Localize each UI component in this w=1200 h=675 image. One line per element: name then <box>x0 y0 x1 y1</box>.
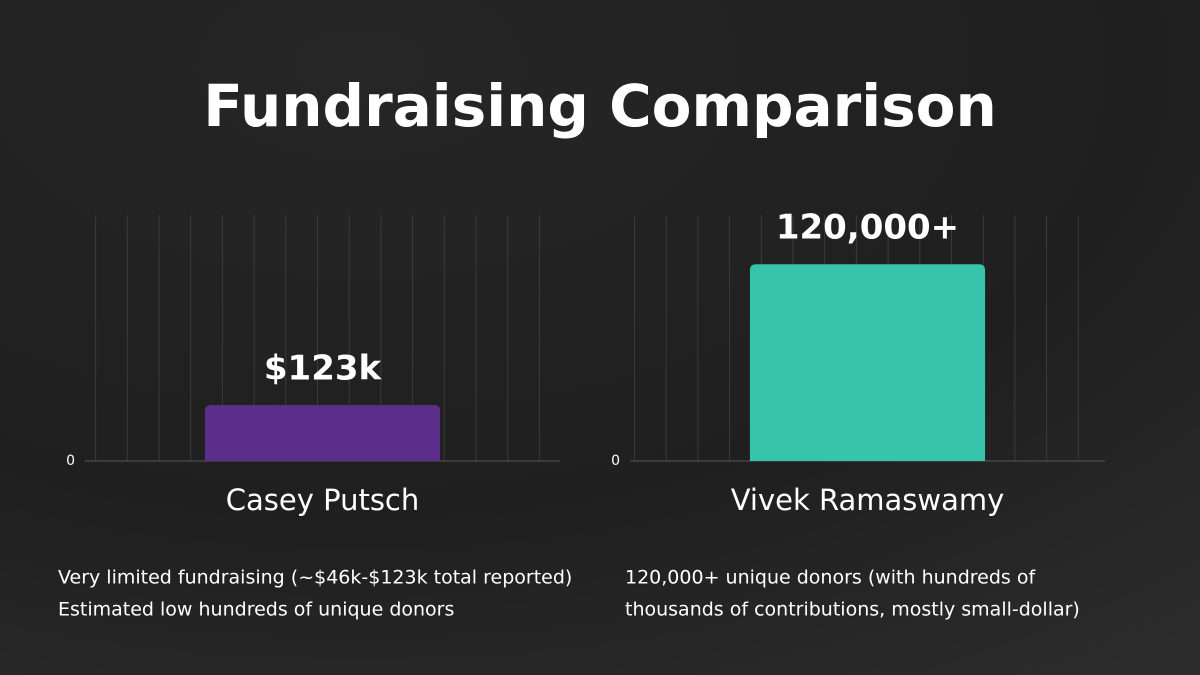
bar <box>204 404 441 461</box>
category-label: Vivek Ramaswamy <box>731 483 1005 517</box>
note: Estimated low hundreds of unique donors <box>58 599 454 621</box>
y-tick-label: 0 <box>66 453 75 469</box>
value-label: 120,000+ <box>776 208 959 248</box>
y-tick-label: 0 <box>611 453 620 469</box>
bar <box>749 264 986 461</box>
value-label: $123k <box>264 348 383 388</box>
note: Very limited fundraising (~$46k-$123k to… <box>58 567 572 589</box>
note: thousands of contributions, mostly small… <box>625 599 1080 621</box>
category-label: Casey Putsch <box>226 483 420 517</box>
chart-title: Fundraising Comparison <box>203 72 997 140</box>
note: 120,000+ unique donors (with hundreds of <box>625 567 1036 589</box>
